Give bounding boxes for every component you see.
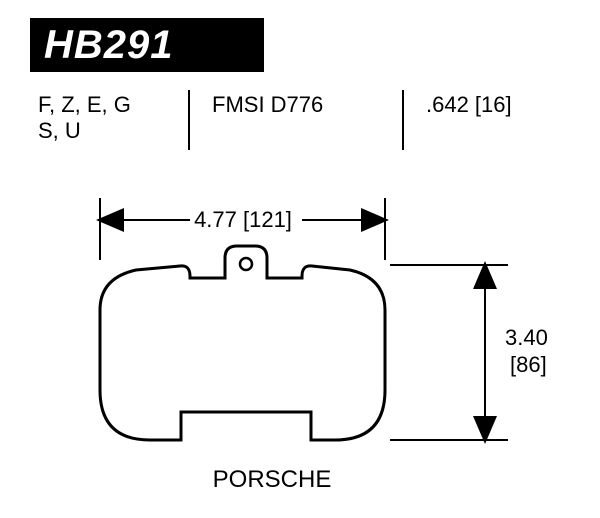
thickness-value: .642 [16]: [426, 92, 512, 117]
thickness-column: .642 [16]: [404, 92, 560, 118]
compounds-column: F, Z, E, G S, U: [38, 92, 188, 144]
part-number: HB291: [44, 23, 174, 67]
height-label-1: 3.40: [505, 325, 548, 350]
height-label-2: [86]: [510, 352, 547, 377]
part-number-header: HB291: [30, 18, 264, 72]
compounds-line1: F, Z, E, G: [38, 92, 131, 117]
manufacturer-text: PORSCHE: [213, 466, 332, 493]
manufacturer-label: PORSCHE: [2, 466, 542, 494]
fmsi-code: FMSI D776: [212, 92, 323, 117]
compounds-line2: S, U: [38, 118, 81, 143]
width-label: 4.77 [121]: [194, 207, 292, 232]
brake-pad-diagram: 4.77 [121] 3.40 [86] PORSCHE: [30, 180, 570, 500]
spec-row: F, Z, E, G S, U FMSI D776 .642 [16]: [38, 92, 560, 156]
diagram-svg: 4.77 [121] 3.40 [86]: [30, 180, 570, 500]
fmsi-column: FMSI D776: [190, 92, 402, 118]
tab-hole-icon: [240, 258, 252, 270]
pad-outline: [100, 246, 385, 440]
